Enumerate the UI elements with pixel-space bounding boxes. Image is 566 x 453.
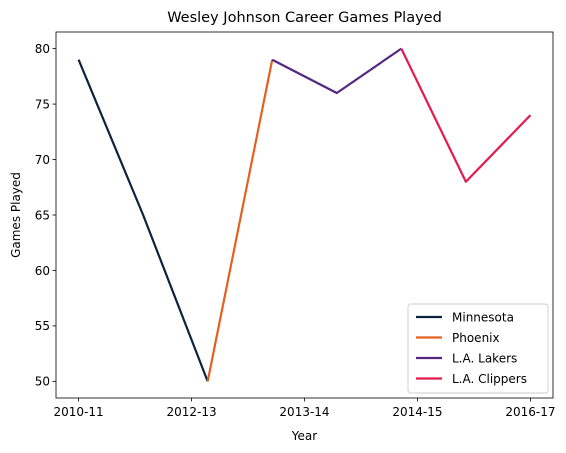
series-line-phoenix (206, 59, 274, 382)
legend-box (407, 303, 549, 394)
y-tick-label: 50 (35, 375, 50, 389)
x-tick-label: 2012-13 (166, 405, 216, 419)
x-tick-label: 2013-14 (279, 405, 329, 419)
legend-label: Phoenix (452, 331, 500, 345)
series-line-l-a-lakers (271, 47, 402, 95)
y-tick-label: 60 (35, 264, 50, 278)
x-axis-label: Year (291, 429, 317, 443)
y-axis: 50 55 60 65 70 75 80 (35, 42, 56, 389)
series-line-l-a-clippers (400, 48, 532, 183)
series-lines (77, 47, 532, 382)
x-axis: 2010-11 2012-13 2013-14 2014-15 2016-17 (54, 398, 555, 419)
x-tick-label: 2014-15 (392, 405, 442, 419)
series-line-minnesota (77, 59, 209, 382)
y-tick-label: 65 (35, 208, 50, 222)
chart-title: Wesley Johnson Career Games Played (167, 10, 442, 26)
legend-label: L.A. Clippers (452, 372, 527, 386)
y-tick-label: 80 (35, 42, 50, 56)
y-axis-label: Games Played (9, 172, 23, 258)
legend-label: Minnesota (452, 310, 514, 324)
legend-label: L.A. Lakers (452, 351, 517, 365)
y-tick-label: 55 (35, 319, 50, 333)
y-tick-label: 75 (35, 97, 50, 111)
legend: Minnesota Phoenix L.A. Lakers L.A. Clippers (407, 303, 549, 394)
x-tick-label: 2010-11 (54, 405, 104, 419)
y-tick-label: 70 (35, 153, 50, 167)
x-tick-label: 2016-17 (505, 405, 555, 419)
